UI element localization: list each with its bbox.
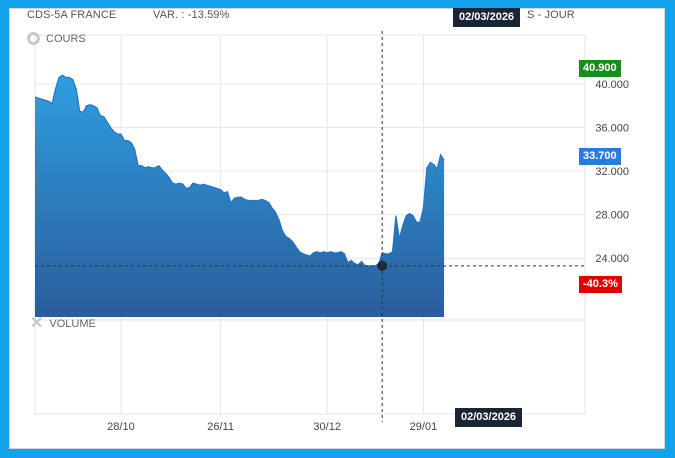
variation-label: VAR. : -13.59% — [153, 9, 230, 21]
last-value-tag: 33.700 — [579, 148, 621, 165]
x-tick-label: 30/12 — [313, 421, 341, 433]
y-tick-label: 24.000 — [595, 253, 629, 265]
close-icon[interactable]: ✕ — [30, 315, 44, 332]
y-tick-label: 40.000 — [595, 79, 629, 91]
crosshair-date-top: 02/03/2026 — [453, 8, 521, 27]
instrument-name: CDS-5A FRANCE — [27, 9, 117, 21]
x-tick-label: 29/01 — [410, 421, 438, 433]
cours-panel-label: COURS — [27, 32, 86, 45]
high-value-tag: 40.900 — [579, 60, 621, 77]
period-label[interactable]: S - JOUR — [527, 9, 575, 21]
volume-label: VOLUME — [49, 318, 96, 330]
gear-icon[interactable] — [27, 32, 40, 45]
y-tick-label: 36.000 — [595, 123, 629, 135]
x-tick-label: 28/10 — [107, 421, 135, 433]
crosshair-change-tag: -40.3% — [579, 276, 622, 293]
y-tick-label: 32.000 — [595, 166, 629, 178]
crosshair-point — [377, 260, 388, 271]
y-tick-label: 28.000 — [595, 210, 629, 222]
series-area — [35, 75, 445, 317]
volume-panel-label: ✕ VOLUME — [30, 315, 96, 332]
cours-label: COURS — [46, 32, 86, 45]
crosshair-date-bottom: 02/03/2026 — [455, 408, 523, 427]
x-tick-label: 26/11 — [207, 421, 234, 433]
